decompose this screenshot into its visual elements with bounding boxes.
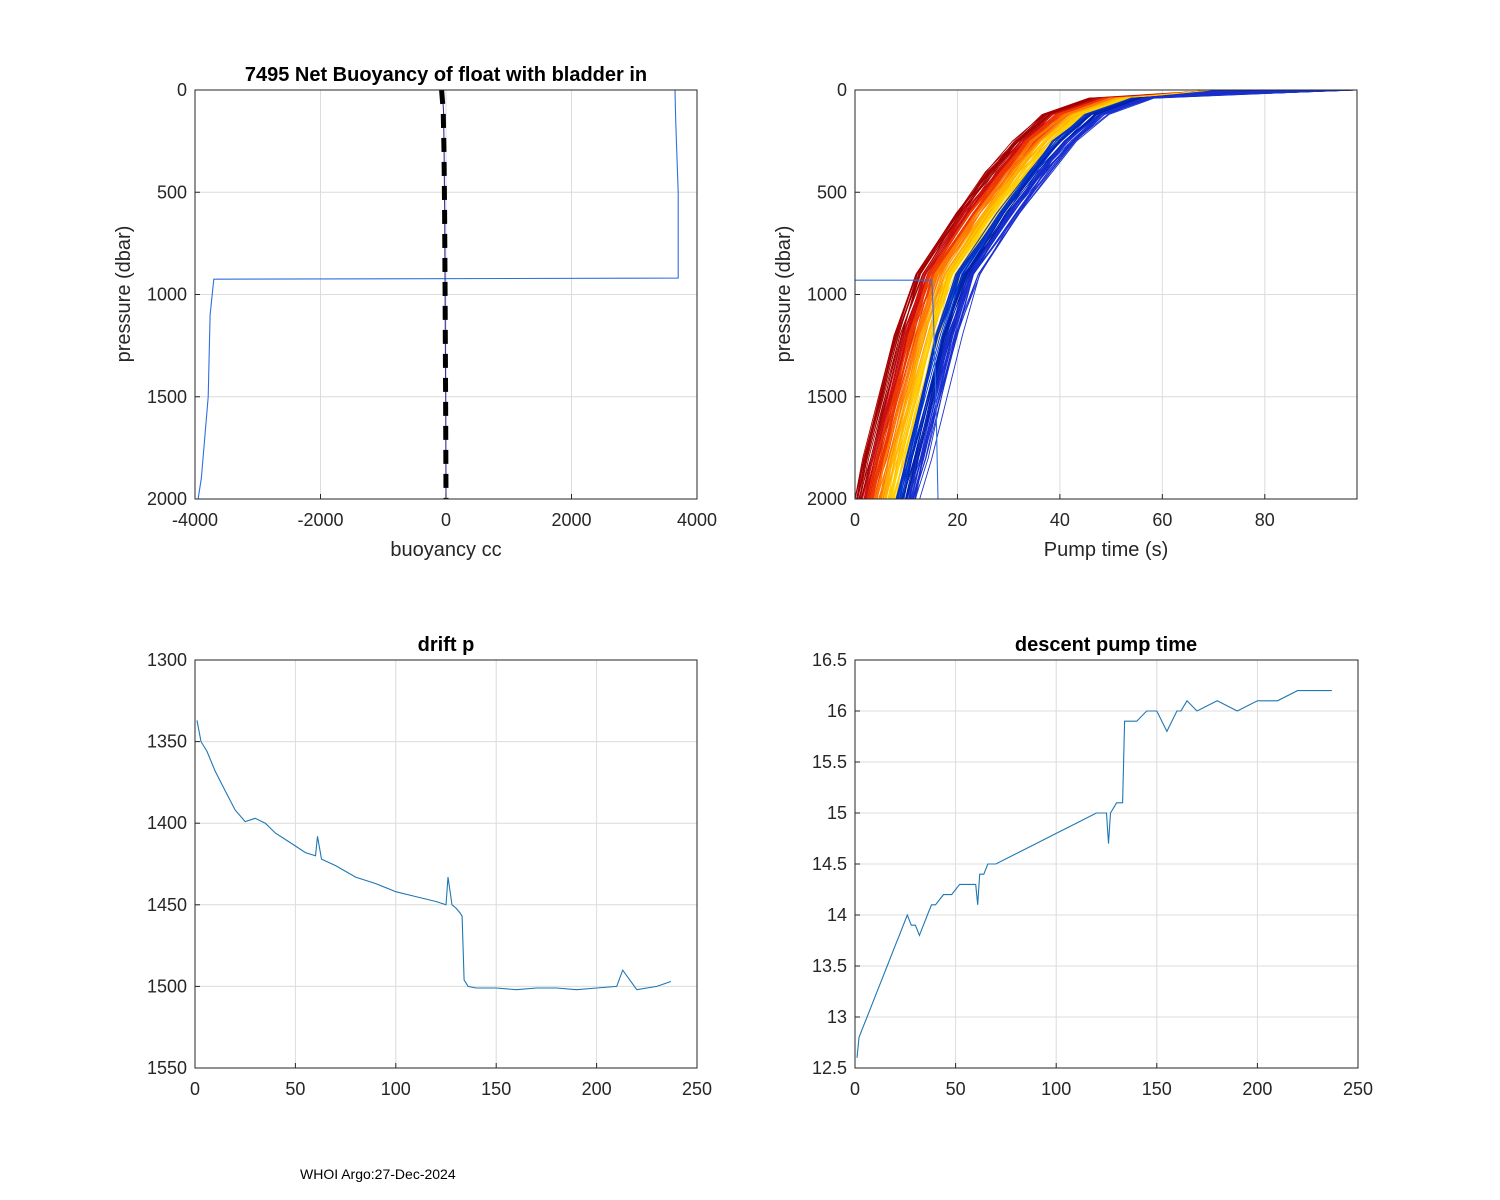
x-tick-label: 4000 <box>677 510 717 530</box>
x-tick-label: 50 <box>946 1079 966 1099</box>
x-tick-label: 200 <box>582 1079 612 1099</box>
y-tick-label: 2000 <box>807 489 847 509</box>
y-tick-label: 1500 <box>147 976 187 996</box>
pump-profile-line <box>875 89 1247 500</box>
panel-buoyancy: -4000 -2000 0 2000 4000 0 500 1000 1500 2000 7495… <box>113 64 717 561</box>
x-tick-label: 250 <box>1343 1079 1373 1099</box>
pump-profile-line <box>902 89 1310 500</box>
y-tick-label: 500 <box>157 182 187 202</box>
series-line <box>197 89 679 500</box>
x-tick-label: 0 <box>850 510 860 530</box>
series-line <box>855 279 939 500</box>
y-tick-label: 12.5 <box>812 1058 847 1078</box>
pump-profile-line <box>855 89 1254 500</box>
series-line <box>196 720 672 991</box>
y-tick-label: 16.5 <box>812 650 847 670</box>
y-tick-label: 16 <box>827 701 847 721</box>
pump-profile-line <box>908 89 1348 500</box>
x-tick-label: 2000 <box>551 510 591 530</box>
y-tick-label: 13.5 <box>812 956 847 976</box>
y-tick-label: 14.5 <box>812 854 847 874</box>
x-tick-label: 0 <box>190 1079 200 1099</box>
pump-profile-line <box>912 89 1339 500</box>
x-tick-label: -4000 <box>172 510 218 530</box>
x-tick-label: 20 <box>947 510 967 530</box>
y-tick-label: 1350 <box>147 732 187 752</box>
y-tick-label: 15.5 <box>812 752 847 772</box>
footer-credit: WHOI Argo:27-Dec-2024 <box>300 1166 456 1182</box>
pump-profile-line <box>893 89 1315 500</box>
x-tick-label: 250 <box>682 1079 712 1099</box>
x-tick-label: 50 <box>285 1079 305 1099</box>
x-tick-label: 100 <box>1041 1079 1071 1099</box>
y-tick-label: 1550 <box>147 1058 187 1078</box>
pump-profile-line <box>881 89 1218 500</box>
chart-title: 7495 Net Buoyancy of float with bladder … <box>245 64 647 86</box>
panel-descent-pump-time: 0 50 100 150 200 250 12.5 13 13.5 14 14.5 15 15.5 16 1… <box>812 634 1373 1099</box>
x-tick-label: 100 <box>381 1079 411 1099</box>
axes-frame <box>194 659 698 1069</box>
series-line <box>856 690 1332 1058</box>
y-tick-label: 1500 <box>807 387 847 407</box>
y-axis-label: pressure (dbar) <box>113 226 135 363</box>
y-tick-label: 14 <box>827 905 847 925</box>
pump-profile-line <box>885 89 1352 500</box>
chart-title: drift p <box>418 634 475 656</box>
y-tick-label: 0 <box>837 80 847 100</box>
y-tick-label: 1000 <box>807 285 847 305</box>
pump-profile-line <box>857 89 1300 500</box>
y-tick-label: 1000 <box>147 285 187 305</box>
y-tick-label: 13 <box>827 1007 847 1027</box>
y-tick-label: 0 <box>177 80 187 100</box>
x-tick-label: 60 <box>1152 510 1172 530</box>
chart-title: descent pump time <box>1015 634 1197 656</box>
y-tick-label: 15 <box>827 803 847 823</box>
x-tick-label: 0 <box>441 510 451 530</box>
x-tick-label: 40 <box>1050 510 1070 530</box>
y-tick-label: 1500 <box>147 387 187 407</box>
x-tick-label: 200 <box>1242 1079 1272 1099</box>
pump-profile-line <box>869 89 1240 500</box>
y-axis-label: pressure (dbar) <box>773 226 795 363</box>
x-tick-label: 80 <box>1255 510 1275 530</box>
y-tick-label: 1300 <box>147 650 187 670</box>
x-tick-label: -2000 <box>297 510 343 530</box>
pump-profile-line <box>919 89 1349 500</box>
panel-drift-p: 0 50 100 150 200 250130013501400145015001550 … <box>147 634 712 1099</box>
x-tick-label: 150 <box>1142 1079 1172 1099</box>
y-tick-label: 500 <box>817 182 847 202</box>
y-tick-label: 1450 <box>147 895 187 915</box>
x-axis-label: buoyancy cc <box>390 539 501 561</box>
y-tick-label: 2000 <box>147 489 187 509</box>
pump-profile-line <box>865 89 1298 500</box>
y-tick-label: 1400 <box>147 813 187 833</box>
pump-profile-line <box>901 89 1351 500</box>
x-tick-label: 0 <box>850 1079 860 1099</box>
x-tick-label: 150 <box>481 1079 511 1099</box>
series-line <box>439 89 449 500</box>
pump-profile-line <box>914 89 1311 500</box>
x-axis-label: Pump time (s) <box>1044 539 1168 561</box>
